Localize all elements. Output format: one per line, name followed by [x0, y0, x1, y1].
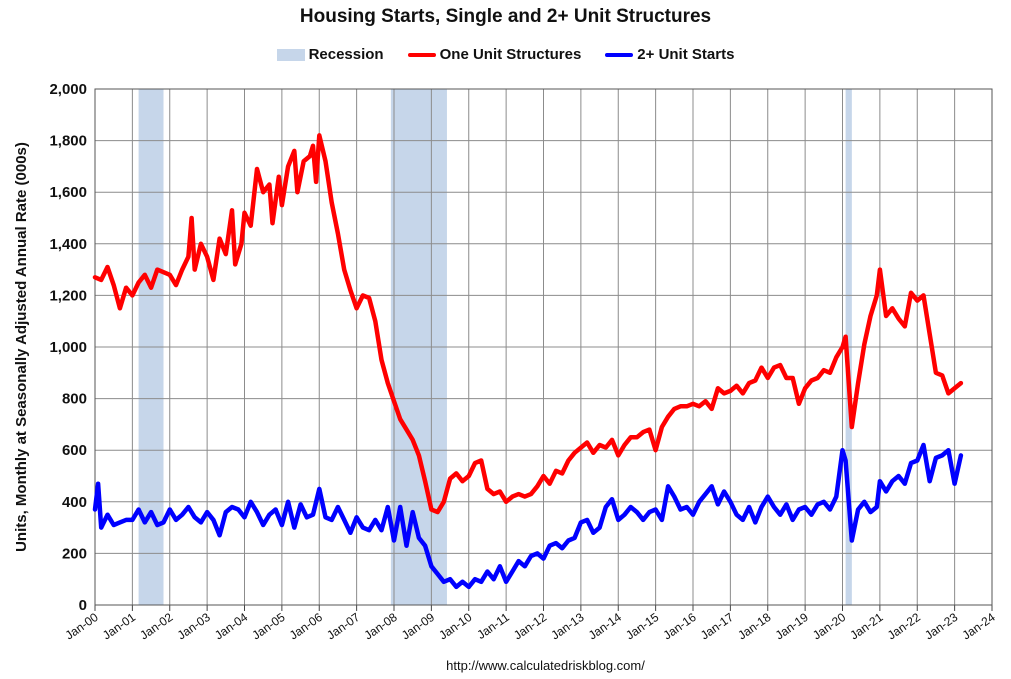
y-tick-label: 2,000 — [49, 81, 87, 98]
x-tick-label: Jan-22 — [885, 610, 923, 643]
series-line-one-unit — [92, 133, 964, 515]
y-tick-label: 1,400 — [49, 236, 87, 253]
x-tick-label: Jan-24 — [960, 610, 998, 643]
legend-swatch-multi-unit — [605, 52, 634, 57]
legend: Recession One Unit Structures 2+ Unit St… — [0, 46, 1011, 63]
y-tick-label: 600 — [62, 442, 87, 459]
y-tick-label: 1,800 — [49, 133, 87, 150]
legend-label-one-unit: One Unit Structures — [439, 46, 582, 63]
x-tick-label: Jan-11 — [474, 610, 512, 642]
legend-label-multi-unit: 2+ Unit Starts — [637, 46, 735, 63]
x-tick-label: Jan-18 — [735, 610, 773, 643]
y-axis-label: Units, Monthly at Seasonally Adjusted An… — [13, 142, 30, 552]
y-tick-label: 200 — [62, 545, 87, 562]
plot-border — [94, 88, 993, 606]
legend-swatch-one-unit — [407, 52, 436, 57]
x-tick-label: Jan-19 — [773, 610, 811, 643]
source-url: http://www.calculatedriskblog.com/ — [446, 658, 645, 673]
series-line-multi-unit — [92, 442, 964, 590]
chart-title: Housing Starts, Single and 2+ Unit Struc… — [299, 6, 712, 27]
y-tick-label: 1,200 — [49, 287, 87, 304]
x-tick-label: Jan-14 — [586, 610, 624, 643]
x-tick-label: Jan-05 — [250, 610, 288, 643]
legend-item-one-unit: One Unit Structures — [407, 46, 582, 63]
x-tick-label: Jan-02 — [137, 610, 175, 643]
y-tick-label: 1,000 — [49, 339, 87, 356]
y-tick-label: 1,600 — [49, 184, 87, 201]
x-tick-label: Jan-04 — [212, 610, 250, 643]
legend-swatch-recession — [276, 48, 305, 61]
legend-item-recession: Recession — [276, 46, 384, 63]
x-tick-label: Jan-10 — [436, 610, 474, 643]
x-tick-label: Jan-03 — [175, 610, 213, 643]
x-tick-label: Jan-08 — [362, 610, 400, 643]
x-tick-label: Jan-09 — [399, 610, 437, 643]
x-tick-label: Jan-16 — [661, 610, 699, 643]
x-tick-label: Jan-20 — [810, 610, 848, 643]
x-tick-label: Jan-12 — [511, 610, 549, 643]
x-tick-label: Jan-15 — [623, 610, 661, 643]
x-tick-label: Jan-13 — [549, 610, 587, 643]
x-tick-label: Jan-01 — [100, 610, 138, 643]
legend-label-recession: Recession — [308, 46, 384, 63]
y-tick-label: 800 — [62, 391, 87, 408]
x-tick-label: Jan-06 — [287, 610, 325, 643]
x-tick-label: Jan-21 — [848, 610, 886, 643]
x-tick-label: Jan-23 — [922, 610, 960, 643]
x-tick-label: Jan-07 — [324, 610, 362, 643]
x-tick-label: Jan-00 — [63, 610, 101, 643]
y-tick-label: 400 — [62, 494, 87, 511]
legend-item-multi-unit: 2+ Unit Starts — [605, 46, 734, 63]
y-tick-label: 0 — [79, 597, 87, 614]
x-tick-label: Jan-17 — [698, 610, 736, 643]
